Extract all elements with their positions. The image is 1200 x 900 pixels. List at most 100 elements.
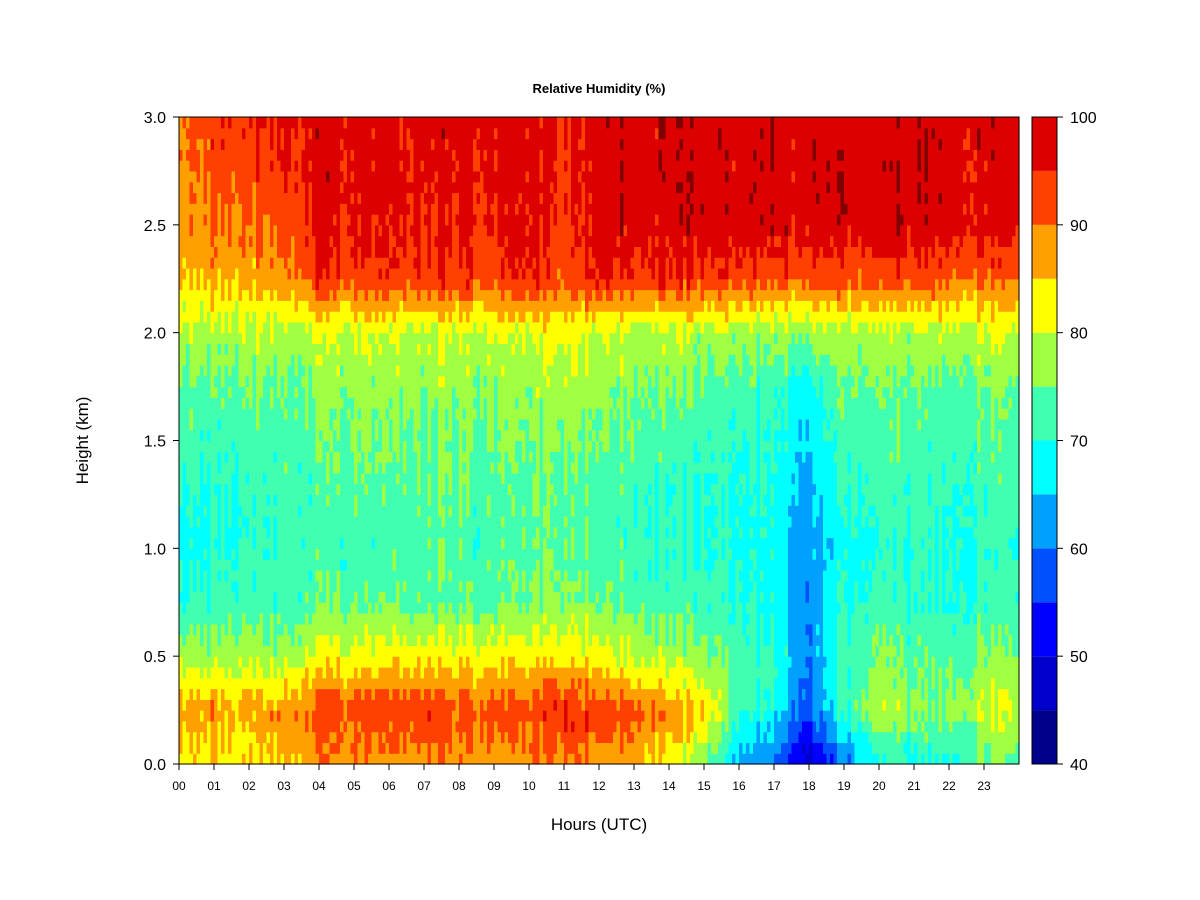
heatmap-cell [266, 429, 271, 442]
heatmap-cell [284, 170, 289, 183]
heatmap-cell [326, 375, 331, 388]
heatmap-cell [203, 375, 208, 388]
heatmap-cell [438, 343, 443, 355]
heatmap-cell [389, 515, 394, 528]
heatmap-cell [263, 742, 268, 754]
heatmap-cell [434, 224, 439, 237]
heatmap-cell [179, 613, 184, 625]
heatmap-cell [340, 257, 345, 269]
heatmap-cell [434, 526, 439, 539]
heatmap-cell [228, 138, 233, 150]
heatmap-cell [291, 440, 296, 452]
heatmap-cell [242, 375, 247, 388]
heatmap-cell [382, 472, 387, 485]
heatmap-cell [207, 505, 212, 517]
heatmap-cell [228, 699, 233, 711]
heatmap-cell [308, 515, 313, 528]
heatmap-cell [224, 181, 229, 194]
heatmap-cell [179, 742, 184, 754]
heatmap-cell [252, 505, 257, 517]
heatmap-cell [434, 429, 439, 442]
heatmap-cell [245, 397, 250, 409]
heatmap-cell [207, 753, 212, 765]
heatmap-cell [375, 645, 380, 657]
heatmap-cell [231, 246, 236, 258]
heatmap-cell [284, 731, 289, 744]
heatmap-cell [350, 699, 355, 711]
heatmap-cell [329, 699, 334, 711]
heatmap-cell [238, 472, 243, 485]
heatmap-cell [280, 386, 285, 398]
heatmap-cell [441, 408, 446, 420]
heatmap-cell [347, 580, 352, 593]
heatmap-cell [375, 170, 380, 183]
heatmap-cell [354, 720, 359, 733]
heatmap-cell [312, 278, 317, 291]
heatmap-cell [291, 451, 296, 463]
heatmap-cell [336, 472, 341, 485]
heatmap-cell [378, 235, 383, 247]
heatmap-cell [189, 278, 194, 291]
heatmap-cell [413, 526, 418, 539]
heatmap-cell [333, 753, 338, 765]
heatmap-cell [284, 354, 289, 366]
heatmap-cell [459, 267, 464, 280]
heatmap-cell [375, 677, 380, 690]
heatmap-cell [371, 677, 376, 690]
heatmap-cell [294, 235, 299, 247]
heatmap-cell [277, 332, 282, 345]
heatmap-cell [441, 138, 446, 150]
heatmap-cell [438, 311, 443, 323]
heatmap-cell [452, 677, 457, 690]
heatmap-cell [410, 710, 415, 722]
heatmap-cell [305, 483, 310, 496]
heatmap-cell [343, 591, 348, 603]
heatmap-cell [305, 688, 310, 700]
heatmap-cell [203, 289, 208, 301]
heatmap-cell [179, 548, 184, 560]
heatmap-cell [368, 462, 373, 474]
heatmap-cell [182, 354, 187, 366]
heatmap-cell [343, 731, 348, 744]
heatmap-cell [238, 742, 243, 754]
heatmap-cell [441, 192, 446, 204]
heatmap-cell [305, 257, 310, 269]
heatmap-cell [182, 203, 187, 215]
heatmap-cell [207, 451, 212, 463]
heatmap-cell [256, 451, 261, 463]
heatmap-cell [235, 117, 240, 129]
heatmap-cell [459, 753, 464, 765]
heatmap-cell [371, 742, 376, 754]
heatmap-cell [280, 548, 285, 560]
heatmap-cell [238, 526, 243, 539]
heatmap-cell [235, 753, 240, 765]
heatmap-cell [424, 688, 429, 700]
heatmap-cell [252, 688, 257, 700]
heatmap-cell [406, 526, 411, 539]
heatmap-cell [326, 505, 331, 517]
heatmap-cell [462, 602, 467, 614]
heatmap-cell [277, 267, 282, 280]
heatmap-cell [375, 472, 380, 485]
heatmap-cell [452, 257, 457, 269]
heatmap-cell [221, 645, 226, 657]
heatmap-cell [364, 515, 369, 528]
heatmap-cell [441, 289, 446, 301]
heatmap-cell [312, 418, 317, 431]
heatmap-cell [312, 235, 317, 247]
heatmap-cell [361, 623, 366, 636]
heatmap-cell [368, 408, 373, 420]
heatmap-cell [392, 321, 397, 334]
heatmap-cell [273, 688, 278, 700]
heatmap-cell [385, 666, 390, 679]
heatmap-cell [329, 138, 334, 150]
heatmap-cell [193, 429, 198, 442]
heatmap-cell [434, 246, 439, 258]
heatmap-cell [375, 117, 380, 129]
heatmap-cell [284, 246, 289, 258]
heatmap-cell [228, 537, 233, 549]
heatmap-cell [466, 666, 471, 679]
heatmap-cell [189, 289, 194, 301]
heatmap-cell [336, 623, 341, 636]
heatmap-cell [340, 623, 345, 636]
